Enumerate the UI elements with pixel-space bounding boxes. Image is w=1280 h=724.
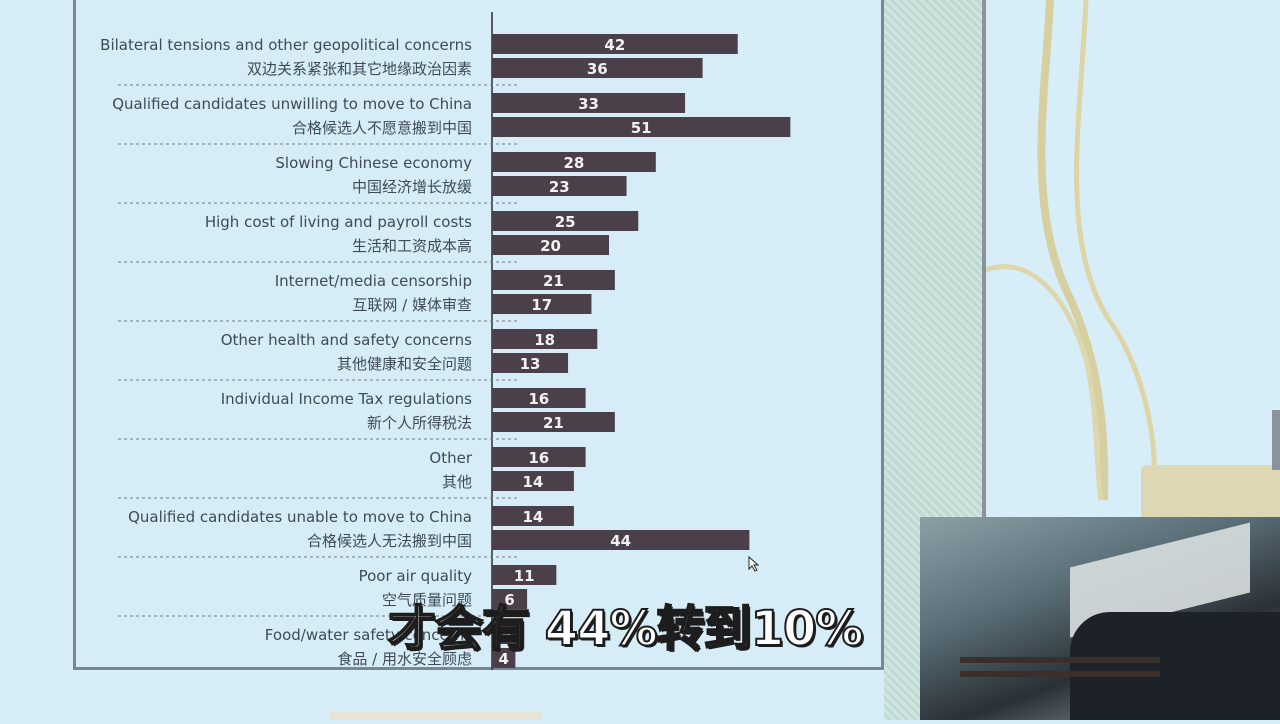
category-label-zh: 其他健康和安全问题 (337, 355, 472, 373)
category-label-zh: 双边关系紧张和其它地缘政治因素 (247, 60, 472, 78)
bar-value-label: 25 (555, 213, 576, 231)
bar-value-label: 33 (578, 95, 599, 113)
category-label-en: Qualified candidates unable to move to C… (128, 508, 472, 526)
slide-divider (982, 0, 986, 720)
category-label-en: High cost of living and payroll costs (205, 213, 472, 231)
bottom-strip (330, 712, 542, 720)
bar-value-label: 21 (543, 272, 564, 290)
bar (492, 530, 750, 550)
category-label-en: Bilateral tensions and other geopolitica… (100, 36, 472, 54)
bar-value-label: 11 (514, 567, 535, 585)
category-label-en: Poor air quality (359, 567, 473, 585)
bar-value-label: 42 (604, 36, 625, 54)
bar-value-label: 21 (543, 414, 564, 432)
category-label-zh: 其他 (442, 473, 472, 491)
bar (492, 58, 703, 78)
bar (492, 388, 586, 408)
bar-value-label: 14 (523, 473, 544, 491)
bar-value-label: 18 (534, 331, 555, 349)
dark-figure (1070, 612, 1280, 720)
category-label-zh: 新个人所得税法 (367, 414, 472, 432)
category-label-zh: 生活和工资成本高 (352, 237, 472, 255)
bar (492, 412, 615, 432)
bar (492, 270, 615, 290)
category-label-zh: 食品 / 用水安全顾虑 (337, 650, 472, 668)
category-label-en: Other health and safety concerns (221, 331, 472, 349)
category-label-en: Other (429, 449, 472, 467)
bar (492, 329, 598, 349)
chart-panel: Bilateral tensions and other geopolitica… (73, 0, 884, 670)
bar-value-label: 4 (498, 650, 508, 668)
bar-value-label: 6 (504, 591, 514, 609)
category-label-zh: 互联网 / 媒体审查 (352, 296, 472, 314)
bar (492, 589, 528, 609)
category-label-zh: 空气质量问题 (382, 591, 472, 609)
bar (492, 117, 791, 137)
bar-value-label: 36 (587, 60, 608, 78)
bar-value-label: 23 (549, 178, 570, 196)
bar-value-label: 5 (501, 626, 511, 644)
horizontal-bar-chart: Bilateral tensions and other geopolitica… (100, 12, 791, 670)
category-label-en: Individual Income Tax regulations (221, 390, 472, 408)
bar (492, 152, 656, 172)
bar (492, 506, 574, 526)
bar (492, 565, 557, 585)
bar-value-label: 14 (523, 508, 544, 526)
bar-value-label: 17 (531, 296, 552, 314)
fence-shape (960, 657, 1160, 663)
bar (492, 353, 569, 373)
bar (492, 648, 516, 668)
bar (492, 471, 574, 491)
bar-value-label: 20 (540, 237, 561, 255)
category-label-zh: 合格候选人不愿意搬到中国 (292, 119, 472, 137)
mouse-cursor-icon (748, 556, 760, 572)
category-label-en: Slowing Chinese economy (275, 154, 472, 172)
bar-value-label: 51 (631, 119, 652, 137)
bar (492, 624, 522, 644)
category-label-zh: 中国经济增长放缓 (352, 178, 472, 196)
bar (492, 294, 592, 314)
bar-value-label: 44 (610, 532, 631, 550)
bar (492, 176, 627, 196)
category-label-zh: 合格候选人无法搬到中国 (307, 532, 472, 550)
bar-value-label: 28 (563, 154, 584, 172)
bar (492, 34, 738, 54)
bar (492, 235, 609, 255)
video-subtitle: 才会有 44%转到10% (387, 600, 864, 658)
category-label-en: Qualified candidates unwilling to move t… (112, 95, 472, 113)
category-label-en: Internet/media censorship (275, 272, 472, 290)
bar (492, 447, 586, 467)
bar-value-label: 13 (520, 355, 541, 373)
bar (492, 211, 639, 231)
video-overlay[interactable] (920, 517, 1280, 720)
decorative-curves (985, 0, 1280, 525)
bar-value-label: 16 (528, 390, 549, 408)
bar-value-label: 16 (528, 449, 549, 467)
category-label-en: Food/water safety concerns (265, 626, 472, 644)
bar (492, 93, 686, 113)
